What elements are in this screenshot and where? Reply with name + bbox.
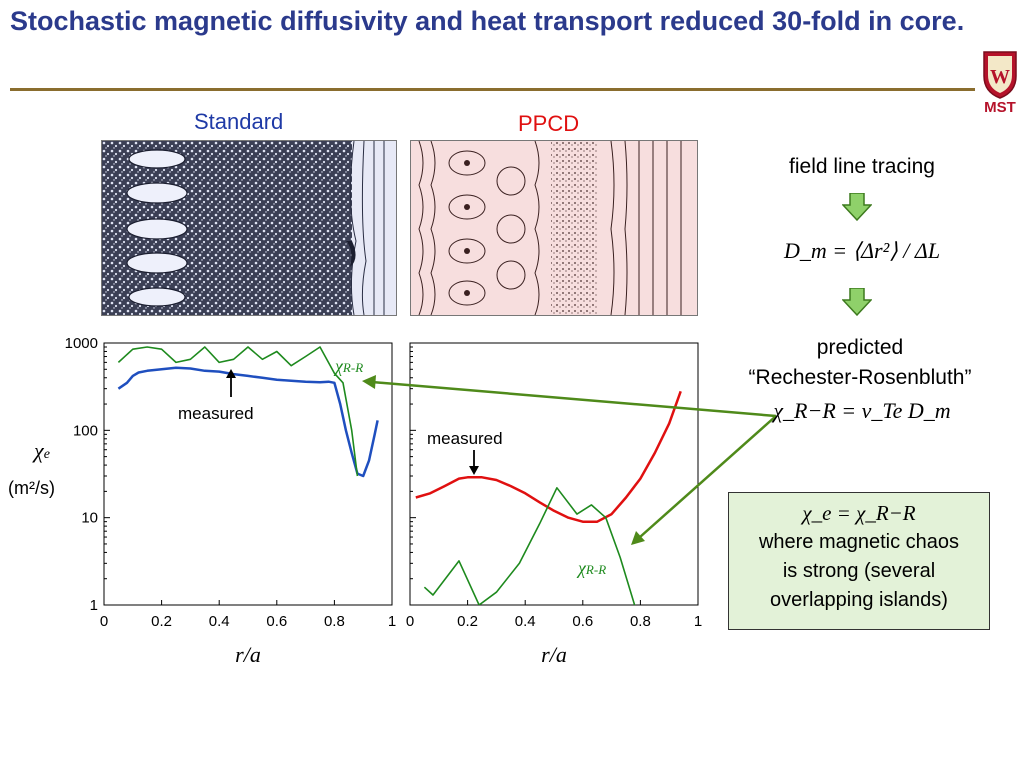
series-line-chi-rr <box>117 346 359 477</box>
measured-annotation: measured <box>427 429 503 448</box>
title-divider <box>10 88 975 91</box>
svg-text:W: W <box>990 66 1010 88</box>
y-axis-label: χe <box>32 438 50 463</box>
measured-annotation: measured <box>178 404 254 423</box>
chi-rr-series-label: χR-R <box>576 558 606 578</box>
mst-logo: W MST <box>983 51 1017 116</box>
down-arrow-icon <box>842 193 872 221</box>
pointer-arrow-standard <box>371 380 777 418</box>
x-tick-label: 0.2 <box>151 613 172 630</box>
x-tick-label: 0.2 <box>457 613 478 630</box>
predicted-label: predicted <box>816 336 904 359</box>
box-line-3: overlapping islands) <box>770 589 948 611</box>
series-line-measured <box>415 390 682 523</box>
x-tick-label: 0.8 <box>630 613 651 630</box>
y-tick-label: 1 <box>90 597 98 614</box>
plot-frame <box>409 342 699 606</box>
pointer-arrowhead-standard <box>362 375 376 389</box>
box-line-2: is strong (several <box>782 560 936 582</box>
ppcd-label: PPCD <box>518 111 580 136</box>
pointer-arrow-ppcd <box>639 415 777 538</box>
plot-frame <box>103 342 393 606</box>
box-line-1: where magnetic chaos <box>758 531 960 553</box>
down-arrow-icon <box>842 288 872 316</box>
page-title: Stochastic magnetic diffusivity and heat… <box>10 6 965 36</box>
conclusion-box: χ_e = χ_R−R where magnetic chaos is stro… <box>728 492 990 630</box>
x-tick-label: 0 <box>100 613 108 630</box>
x-axis-label: r/a <box>541 642 567 667</box>
series-line-chi-rr <box>423 486 636 605</box>
field-line-tracing-label: field line tracing <box>789 155 935 178</box>
box-formula: χ_e = χ_R−R <box>802 501 916 525</box>
rechester-rosenbluth-label: “Rechester-Rosenbluth” <box>748 366 972 389</box>
dm-formula: D_m = ⟨Δr²⟩ / ΔL <box>783 238 941 263</box>
y-axis-units: (m²/s) <box>8 478 55 498</box>
annotation-arrowhead <box>469 466 479 475</box>
logo-text: MST <box>984 99 1016 116</box>
x-tick-label: 0.8 <box>324 613 345 630</box>
chi-rr-series-label: χR-R <box>333 356 363 376</box>
x-tick-label: 1 <box>388 613 396 630</box>
chi-rr-formula: χ_R−R = v_Te D_m <box>773 398 951 423</box>
pointer-arrowhead-ppcd <box>631 531 645 545</box>
x-axis-label: r/a <box>235 642 261 667</box>
ppcd-puncture-plot <box>410 140 698 316</box>
standard-puncture-plot <box>101 140 397 316</box>
x-tick-label: 0 <box>406 613 414 630</box>
y-tick-label: 1000 <box>65 335 98 352</box>
x-tick-label: 0.4 <box>515 613 536 630</box>
annotation-arrowhead <box>226 369 236 378</box>
x-tick-label: 0.6 <box>266 613 287 630</box>
x-tick-label: 0.6 <box>572 613 593 630</box>
y-tick-label: 100 <box>73 422 98 439</box>
x-tick-label: 0.4 <box>209 613 230 630</box>
x-tick-label: 1 <box>694 613 702 630</box>
standard-label: Standard <box>194 109 284 134</box>
y-tick-label: 10 <box>81 510 98 527</box>
